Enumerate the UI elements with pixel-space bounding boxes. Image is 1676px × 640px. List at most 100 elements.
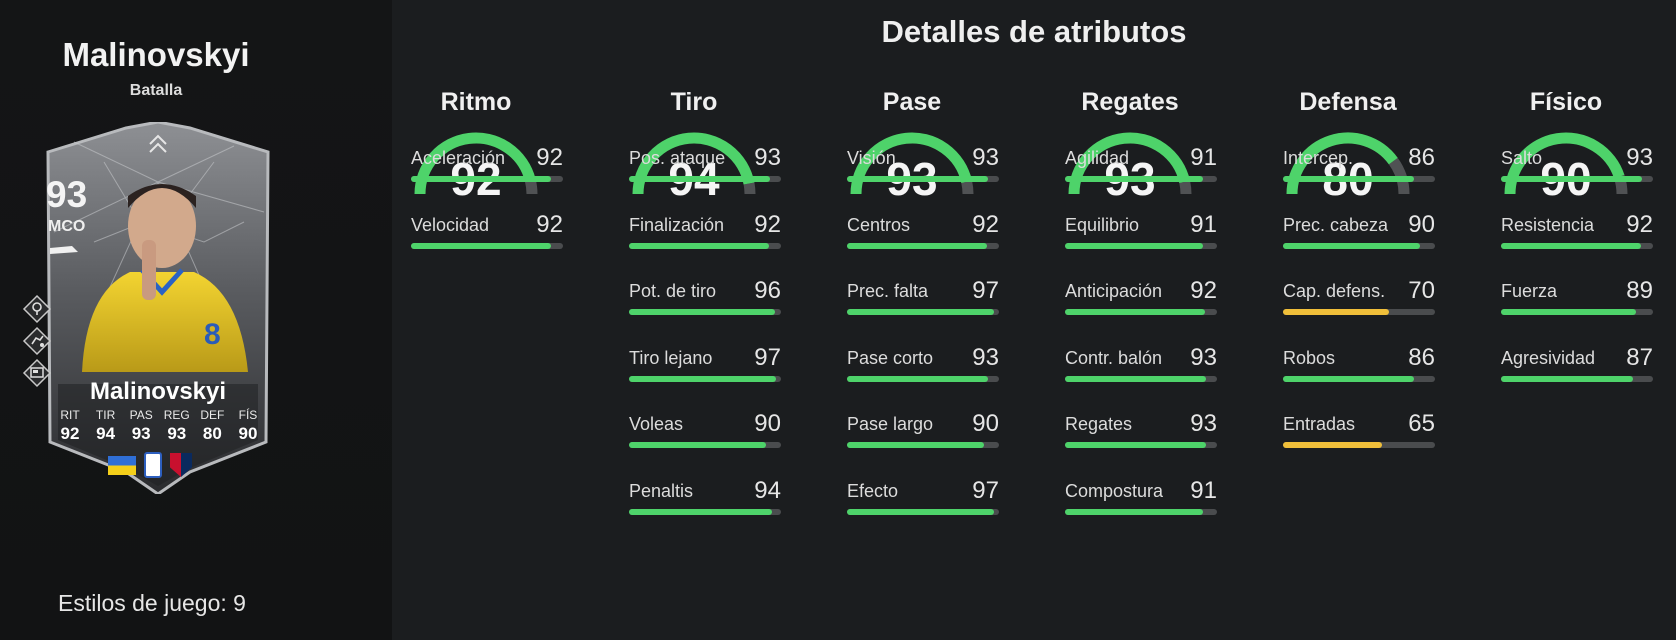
attribute-bar-track <box>847 375 999 382</box>
attribute-row[interactable]: Agilidad 91 <box>1065 144 1217 188</box>
card-version: Batalla <box>129 82 183 99</box>
attribute-name: Pot. de tiro <box>629 281 717 301</box>
attribute-value: 90 <box>1408 210 1435 238</box>
attribute-row[interactable]: Entradas 65 <box>1283 410 1435 454</box>
svg-text:8: 8 <box>204 318 221 351</box>
attribute-name: Robos <box>1283 347 1336 368</box>
attribute-bar-track <box>629 508 781 515</box>
attribute-row[interactable]: Intercep. 86 <box>1283 144 1435 188</box>
card-stat: FÍS 90 <box>232 408 264 444</box>
attribute-row[interactable]: Equilibrio 91 <box>1065 211 1217 255</box>
attribute-bar-fill <box>629 309 775 315</box>
attribute-bar-track <box>1283 442 1435 448</box>
attribute-row[interactable]: Regates 93 <box>1065 410 1217 454</box>
attribute-row[interactable]: Tiro lejano 97 <box>629 344 781 388</box>
attribute-row[interactable]: Centros 92 <box>847 211 999 255</box>
attribute-row[interactable]: Fuerza 89 <box>1501 277 1653 321</box>
attribute-bar-fill <box>1283 242 1420 249</box>
attribute-row[interactable]: Anticipación 92 <box>1065 277 1217 321</box>
category-title: Tiro <box>670 88 718 116</box>
card-stat: REG 93 <box>161 408 193 444</box>
attribute-name: Agresividad <box>1501 347 1596 368</box>
gauge-fill <box>414 132 536 195</box>
attribute-row[interactable]: Robos 86 <box>1283 344 1435 388</box>
attribute-name: Resistencia <box>1501 214 1595 235</box>
attribute-name: Penaltis <box>629 480 694 501</box>
card-stat-value: 94 <box>96 424 116 443</box>
ukraine-flag-icon <box>108 455 136 475</box>
attribute-bar-track <box>629 309 781 315</box>
attribute-bar-track <box>629 242 781 249</box>
attribute-row[interactable]: Penaltis 94 <box>629 477 781 521</box>
attribute-bar-fill <box>1501 242 1641 249</box>
card-stat-label: DEF <box>200 408 225 422</box>
attribute-value: 91 <box>1190 210 1217 238</box>
attribute-value: 70 <box>1408 277 1435 304</box>
attribute-row[interactable]: Resistencia 92 <box>1501 211 1653 255</box>
attribute-row[interactable]: Prec. falta 97 <box>847 277 999 321</box>
attribute-value: 93 <box>1190 343 1217 371</box>
attribute-bar-fill <box>629 442 766 448</box>
gauge-fill <box>1286 132 1398 195</box>
attribute-row[interactable]: Finalización 92 <box>629 211 781 255</box>
card-stat-label: RIT <box>60 408 80 422</box>
card-stat: PAS 93 <box>125 408 157 444</box>
player-name: Malinovskyi <box>62 36 250 73</box>
attribute-row[interactable]: Efecto 97 <box>847 477 999 521</box>
attribute-row[interactable]: Velocidad 92 <box>411 211 563 255</box>
attribute-value: 97 <box>972 277 999 304</box>
category-title: Defensa <box>1299 88 1397 116</box>
attribute-name: Pase largo <box>847 414 934 434</box>
player-card[interactable]: 8 93 MCO Malinovskyi RIT 92 TIR 94 PAS 93 R… <box>34 122 282 494</box>
attribute-bar-track <box>411 242 563 249</box>
attribute-row[interactable]: Pase corto 93 <box>847 344 999 388</box>
attribute-value: 90 <box>972 410 999 437</box>
attribute-bar-fill <box>1283 176 1414 182</box>
attribute-value: 87 <box>1626 343 1653 371</box>
attribute-row[interactable]: Cap. defens. 70 <box>1283 277 1435 321</box>
attribute-row[interactable]: Prec. cabeza 90 <box>1283 211 1435 255</box>
attribute-value: 91 <box>1190 144 1217 171</box>
attribute-name: Fuerza <box>1501 281 1558 301</box>
attribute-row[interactable]: Voleas 90 <box>629 410 781 454</box>
attribute-name: Salto <box>1501 148 1543 168</box>
attribute-bar-fill <box>629 508 772 515</box>
attribute-bar-fill <box>1065 375 1207 382</box>
dribble-icon[interactable] <box>22 326 52 356</box>
attribute-bar-fill <box>1283 309 1390 315</box>
attribute-value: 92 <box>1626 210 1653 238</box>
gauge-fill <box>632 132 755 195</box>
section-title: Detalles de atributos <box>881 14 1187 49</box>
attribute-value: 92 <box>972 210 999 238</box>
attribute-row[interactable]: Contr. balón 93 <box>1065 344 1217 388</box>
league-badge-icon <box>144 452 162 478</box>
attribute-row[interactable]: Pot. de tiro 96 <box>629 277 781 321</box>
attribute-row[interactable]: Salto 93 <box>1501 144 1653 188</box>
display-icon[interactable] <box>22 358 52 388</box>
attribute-name: Equilibrio <box>1065 214 1140 235</box>
card-stats: RIT 92 TIR 94 PAS 93 REG 93 DEF 80 FÍS 90 <box>54 408 264 444</box>
attribute-row[interactable]: Compostura 91 <box>1065 477 1217 521</box>
attribute-name: Pase corto <box>847 347 934 368</box>
attribute-row[interactable]: Visión 93 <box>847 144 999 188</box>
attribute-bar-fill <box>1065 176 1204 182</box>
attribute-bar-track <box>1065 176 1217 182</box>
location-pin-icon[interactable] <box>22 294 52 324</box>
category-title: Pase <box>882 88 942 116</box>
attribute-bar-track <box>1065 442 1217 448</box>
attribute-bar-track <box>1501 176 1653 182</box>
attribute-row[interactable]: Aceleración 92 <box>411 144 563 188</box>
attribute-row[interactable]: Agresividad 87 <box>1501 344 1653 388</box>
playstyles-count[interactable]: Estilos de juego: 9 <box>58 590 246 616</box>
category-title: Ritmo <box>440 88 512 116</box>
attribute-bar-fill <box>847 176 989 182</box>
attribute-bar-fill <box>847 375 989 382</box>
attribute-value: 65 <box>1408 410 1435 437</box>
attribute-row[interactable]: Pase largo 90 <box>847 410 999 454</box>
attribute-name: Prec. falta <box>847 281 929 301</box>
attribute-value: 93 <box>754 144 781 171</box>
card-stat-label: REG <box>163 408 190 422</box>
attribute-row[interactable]: Pos. ataque 93 <box>629 144 781 188</box>
attribute-value: 97 <box>754 343 781 371</box>
attribute-bar-track <box>847 309 999 315</box>
